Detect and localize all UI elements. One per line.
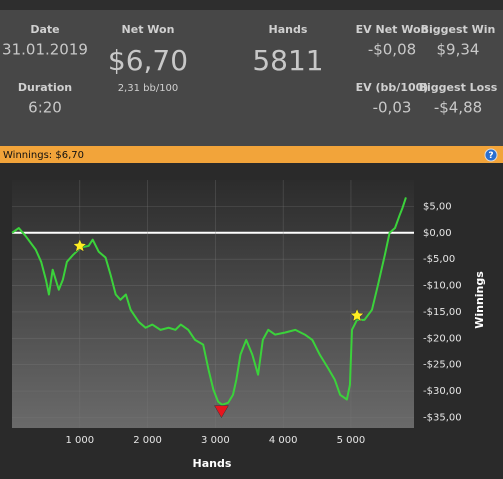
top-strip <box>0 0 503 10</box>
y-tick-label: -$25,00 <box>423 360 462 371</box>
x-tick-label: 1 000 <box>65 435 94 446</box>
stat-label: Biggest Loss <box>419 81 498 94</box>
stat-label: Duration <box>18 81 72 94</box>
y-tick-label: -$5,00 <box>423 254 455 265</box>
marker-triangle-down <box>214 405 229 419</box>
y-tick-label: -$35,00 <box>423 412 462 423</box>
y-axis-title: Winnings <box>473 271 486 329</box>
winnings-line <box>11 197 407 406</box>
panel-title: Winnings: $6,70 <box>3 150 84 161</box>
stat-label: Date <box>30 23 59 36</box>
x-axis-title: Hands <box>193 457 232 470</box>
stat-value: -$4,88 <box>434 99 482 117</box>
x-tick-label: 5 000 <box>337 435 366 446</box>
stat-label: EV (bb/100) <box>356 81 429 94</box>
x-tick-label: 2 000 <box>133 435 162 446</box>
help-glyph: ? <box>488 151 493 161</box>
stat-value: $6,70 <box>108 44 188 77</box>
help-icon[interactable] <box>484 148 498 162</box>
title-bar <box>0 146 503 163</box>
stat-label: EV Net Won <box>356 23 429 36</box>
marker-star <box>72 238 88 253</box>
stat-label: Biggest Win <box>421 23 496 36</box>
stats-panel <box>0 0 503 146</box>
y-tick-label: -$20,00 <box>423 333 462 344</box>
y-tick-label: -$10,00 <box>423 281 462 292</box>
stat-value: 5811 <box>252 44 323 77</box>
stat-value: $9,34 <box>437 41 480 59</box>
stat-sub: 2,31 bb/100 <box>118 83 179 94</box>
y-tick-label: -$30,00 <box>423 386 462 397</box>
stat-value: 31.01.2019 <box>2 41 88 59</box>
stat-value: 6:20 <box>28 99 62 117</box>
stat-label: Hands <box>269 23 308 36</box>
y-tick-label: $0,00 <box>423 228 452 239</box>
stat-value: -$0,08 <box>368 41 416 59</box>
stat-label: Net Won <box>122 23 175 36</box>
x-tick-label: 4 000 <box>269 435 298 446</box>
y-tick-label: $5,00 <box>423 201 452 212</box>
stat-value: -0,03 <box>373 99 412 117</box>
y-tick-label: -$15,00 <box>423 307 462 318</box>
marker-star <box>349 307 365 322</box>
x-tick-label: 3 000 <box>201 435 230 446</box>
